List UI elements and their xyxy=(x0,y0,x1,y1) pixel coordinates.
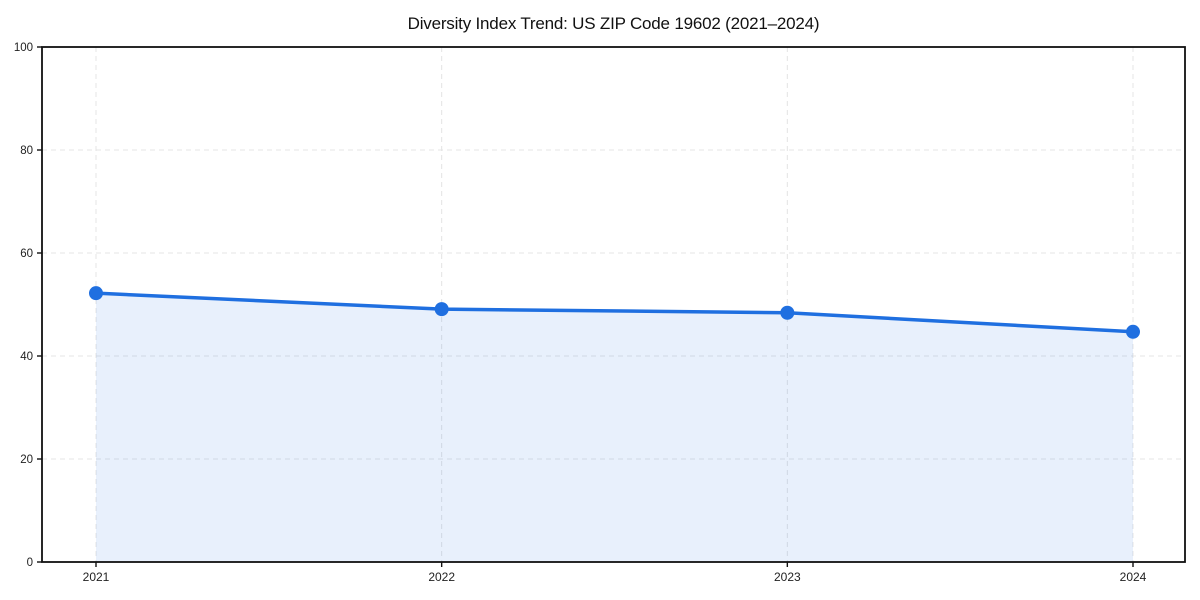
x-axis-tick-label: 2024 xyxy=(1120,570,1147,584)
y-axis-tick-label: 80 xyxy=(20,145,33,157)
y-axis-tick-label: 60 xyxy=(20,248,33,260)
plot-frame xyxy=(41,46,1186,563)
y-axis-tick-label: 100 xyxy=(14,42,33,54)
x-axis-tick-label: 2021 xyxy=(83,570,110,584)
y-axis-tick-label: 40 xyxy=(20,351,33,363)
x-axis-tick-label: 2023 xyxy=(774,570,801,584)
data-point xyxy=(89,286,103,301)
data-point xyxy=(780,305,795,320)
trend-line xyxy=(94,291,1135,334)
y-axis-tick-label: 20 xyxy=(20,454,33,466)
data-point xyxy=(434,302,449,317)
data-point xyxy=(1126,324,1140,339)
chart-title: Diversity Index Trend: US ZIP Code 19602… xyxy=(407,14,820,33)
x-axis-tick-label: 2022 xyxy=(428,570,455,584)
y-axis-tick-label: 0 xyxy=(27,557,33,569)
area-fill xyxy=(96,293,1133,562)
